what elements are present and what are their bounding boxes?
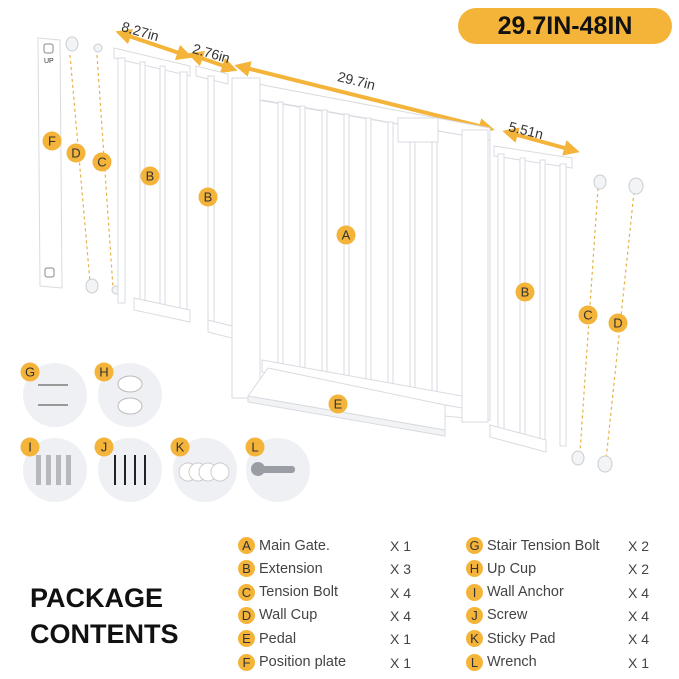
tag-l: L [245, 437, 265, 457]
item-letter-tag: C [238, 583, 255, 601]
position-plate [37, 37, 63, 289]
tag-b: B [515, 282, 535, 302]
extension-left [113, 47, 191, 323]
item-letter-tag: L [466, 653, 483, 671]
item-quantity: X 1 [390, 654, 412, 671]
item-quantity: X 1 [628, 654, 650, 671]
item-quantity: X 2 [628, 538, 650, 554]
tag-c: C [578, 305, 598, 325]
tag-d: D [608, 313, 628, 333]
stair-tension-bolt-image [23, 363, 87, 427]
up-cup-image [98, 363, 162, 427]
item-quantity: X 4 [628, 607, 650, 624]
item-quantity: X 1 [390, 631, 412, 648]
item-name: Stair Tension Bolt [487, 537, 600, 554]
tag-a: A [336, 225, 356, 245]
package-item: H Up Cup [466, 560, 537, 578]
item-letter-tag: A [238, 537, 255, 554]
item-name: Main Gate. [259, 537, 330, 554]
item-name: Wall Anchor [487, 584, 564, 601]
item-letter-tag: F [238, 653, 255, 671]
package-item: D Wall Cup [238, 606, 318, 624]
item-name: Up Cup [487, 560, 537, 577]
item-quantity: X 4 [390, 584, 412, 601]
tag-e: E [328, 394, 348, 414]
item-name: Sticky Pad [487, 630, 556, 647]
item-quantity: X 4 [628, 631, 650, 648]
item-name: Position plate [259, 654, 347, 670]
dimension-arrows [115, 28, 580, 156]
item-name: Extension [259, 560, 323, 577]
size-range-badge: 29.7IN-48IN [458, 8, 672, 44]
item-name: Tension Bolt [259, 584, 338, 601]
item-quantity: X 4 [390, 607, 412, 624]
item-letter-tag: J [466, 606, 483, 624]
main-gate [231, 77, 491, 423]
tag-d: D [66, 143, 86, 163]
tag-h: H [94, 362, 114, 382]
package-item: B Extension [238, 560, 323, 578]
package-item: I Wall Anchor [466, 583, 564, 601]
item-quantity: X 1 [390, 538, 412, 554]
package-item: J Screw [466, 606, 528, 624]
package-item: C Tension Bolt [238, 583, 338, 601]
item-name: Wall Cup [259, 607, 318, 624]
tag-b: B [198, 187, 218, 207]
wall-anchor-image [23, 438, 87, 502]
package-title-line2: CONTENTS [30, 619, 179, 649]
package-item: E Pedal [238, 630, 297, 648]
package-item: G Stair Tension Bolt [466, 537, 600, 554]
item-name: Screw [487, 607, 528, 624]
item-quantity: X 2 [628, 561, 650, 578]
item-letter-tag: I [466, 583, 483, 601]
package-item: A Main Gate. [238, 537, 330, 554]
plate-up-label: UP [44, 58, 54, 65]
package-item: L Wrench [466, 653, 537, 671]
item-quantity: X 4 [628, 584, 650, 601]
tag-k: K [170, 437, 190, 457]
tag-g: G [20, 362, 40, 382]
item-name: Wrench [487, 654, 537, 670]
item-letter-tag: K [466, 630, 483, 648]
package-title-line1: PACKAGE [30, 583, 164, 613]
item-letter-tag: H [466, 560, 483, 578]
screw-image [98, 438, 162, 502]
item-quantity: X 3 [390, 561, 412, 578]
tag-f: F [42, 131, 62, 151]
item-name: Pedal [259, 630, 297, 647]
item-letter-tag: D [238, 606, 255, 624]
package-item: F Position plate [238, 653, 347, 671]
tag-c: C [92, 152, 112, 172]
item-letter-tag: B [238, 560, 255, 578]
tag-j: J [94, 437, 114, 457]
tag-i: I [20, 437, 40, 457]
tag-b: B [140, 166, 160, 186]
item-letter-tag: G [466, 537, 483, 554]
package-item: K Sticky Pad [466, 630, 556, 648]
item-letter-tag: E [238, 630, 255, 648]
